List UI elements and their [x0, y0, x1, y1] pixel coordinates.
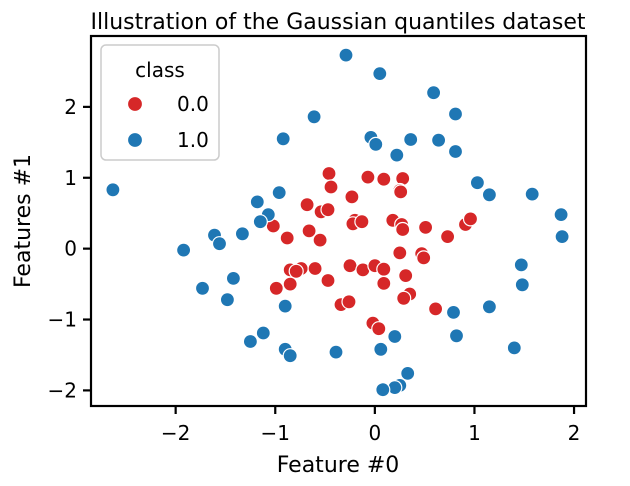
point-class-0-44 — [341, 294, 357, 310]
chart-title: Illustration of the Gaussian quantiles d… — [91, 10, 586, 35]
legend-label-class-0: 0.0 — [177, 92, 209, 116]
point-class-0-31 — [376, 261, 392, 277]
point-class-1-46 — [375, 382, 391, 398]
point-class-1-16 — [271, 185, 287, 201]
point-class-0-42 — [396, 290, 412, 306]
point-class-1-10 — [389, 147, 405, 163]
point-class-0-33 — [307, 260, 323, 277]
point-class-1-8 — [275, 131, 291, 147]
point-class-1-13 — [481, 187, 497, 203]
x-tick-label: −2 — [161, 421, 190, 445]
point-class-1-7 — [431, 132, 447, 148]
point-class-0-27 — [416, 250, 432, 266]
point-class-1-41 — [387, 328, 403, 345]
y-tick-label: −2 — [48, 378, 77, 402]
points-layer — [105, 47, 570, 398]
legend-label-class-1: 1.0 — [177, 128, 209, 152]
point-class-1-24 — [211, 236, 228, 252]
point-class-1-2 — [426, 85, 442, 101]
point-class-0-40 — [268, 280, 284, 296]
x-tick-label: −1 — [261, 421, 290, 445]
legend-marker-class-0 — [126, 95, 144, 113]
y-axis: −2 −1 0 1 2 — [48, 95, 91, 402]
x-axis: −2 −1 0 1 2 — [161, 406, 580, 445]
point-class-0-37 — [398, 268, 414, 284]
point-class-1-35 — [448, 328, 465, 344]
point-class-1-0 — [338, 47, 354, 63]
point-class-0-15 — [354, 214, 370, 230]
point-class-1-6 — [403, 131, 419, 148]
point-class-0-36 — [320, 272, 336, 289]
point-class-1-9 — [368, 136, 384, 152]
point-class-0-3 — [376, 171, 392, 187]
y-tick-label: 2 — [64, 95, 77, 119]
legend-marker-class-1 — [126, 131, 144, 149]
point-class-1-42 — [506, 340, 522, 356]
point-class-1-30 — [219, 292, 235, 308]
y-axis-label: Features #1 — [11, 154, 36, 288]
point-class-1-36 — [242, 333, 258, 350]
point-class-0-45 — [428, 301, 444, 317]
point-class-1-12 — [469, 175, 485, 191]
x-axis-label: Feature #0 — [277, 453, 400, 478]
point-class-0-6 — [393, 184, 409, 200]
point-class-1-28 — [514, 277, 530, 293]
legend-title: class — [135, 58, 185, 82]
point-class-1-38 — [373, 341, 389, 357]
point-class-1-3 — [306, 109, 322, 125]
point-class-1-27 — [225, 270, 241, 286]
y-tick-label: 1 — [64, 166, 77, 190]
point-class-1-32 — [481, 299, 497, 315]
point-class-1-26 — [513, 257, 529, 273]
point-class-1-34 — [255, 325, 271, 341]
point-class-1-20 — [553, 207, 569, 223]
point-class-0-2 — [360, 169, 376, 185]
point-class-0-39 — [282, 276, 298, 292]
point-class-0-47 — [371, 321, 387, 337]
point-class-0-38 — [376, 275, 392, 291]
point-class-1-21 — [554, 229, 570, 245]
point-class-0-16 — [395, 221, 411, 238]
point-class-0-35 — [288, 263, 304, 279]
point-class-0-19 — [462, 211, 479, 227]
point-class-1-4 — [447, 106, 464, 122]
point-class-1-1 — [372, 65, 388, 82]
point-class-1-37 — [328, 344, 344, 360]
point-class-1-31 — [277, 298, 293, 314]
y-tick-label: −1 — [48, 308, 77, 332]
point-class-1-15 — [105, 182, 121, 198]
point-class-0-1 — [323, 179, 339, 195]
point-class-1-17 — [249, 194, 265, 210]
legend: class 0.0 1.0 — [100, 44, 220, 161]
x-tick-label: 0 — [368, 421, 381, 445]
x-tick-label: 1 — [468, 421, 481, 445]
point-class-0-10 — [320, 202, 336, 218]
x-tick-label: 2 — [568, 421, 581, 445]
point-class-0-22 — [279, 230, 295, 246]
plot-frame — [89, 34, 588, 408]
point-class-1-11 — [447, 143, 464, 160]
point-class-0-0 — [321, 165, 337, 182]
point-class-1-25 — [176, 242, 192, 258]
point-class-1-33 — [445, 304, 462, 320]
point-class-0-24 — [312, 232, 328, 248]
point-class-0-28 — [342, 258, 358, 274]
point-class-1-40 — [282, 348, 298, 364]
point-class-0-23 — [301, 223, 317, 239]
point-class-0-7 — [344, 189, 360, 205]
y-tick-label: 0 — [64, 237, 77, 261]
point-class-1-19 — [252, 214, 268, 230]
point-class-0-20 — [440, 229, 456, 245]
point-class-0-8 — [299, 197, 315, 213]
point-class-1-43 — [400, 365, 416, 381]
point-class-1-23 — [234, 226, 250, 242]
point-class-0-25 — [392, 245, 408, 261]
point-class-0-17 — [418, 219, 434, 235]
legend-box — [100, 44, 220, 161]
point-class-1-29 — [194, 280, 211, 296]
point-class-1-14 — [524, 186, 540, 202]
